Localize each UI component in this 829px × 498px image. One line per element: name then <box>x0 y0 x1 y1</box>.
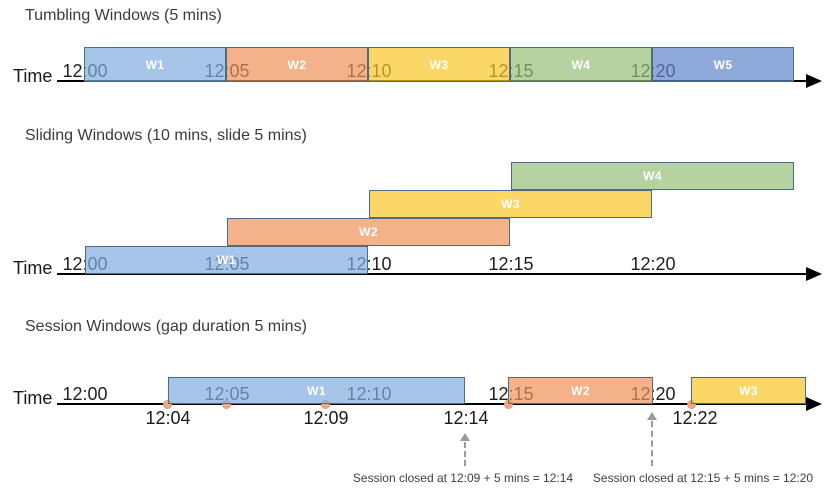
window-bar-label: W1 <box>307 383 326 398</box>
axis-arrowhead-icon <box>806 267 822 281</box>
window-bar-label: W2 <box>359 225 378 239</box>
annotation-arrow-line <box>464 442 466 466</box>
window-bar-w2: W2 <box>508 377 653 404</box>
window-bar-w3: W3 <box>691 377 806 404</box>
axis-tick-label: 12:00 <box>62 384 108 404</box>
event-time-label: 12:14 <box>443 408 489 428</box>
annotation-arrow-line <box>651 421 653 466</box>
annotation-arrowhead-icon <box>647 412 657 420</box>
window-bar-w4: W4 <box>511 162 794 190</box>
axis-tick-label: 12:20 <box>630 254 676 274</box>
window-bar-label: W3 <box>739 383 758 398</box>
window-bar-label: W2 <box>287 57 307 72</box>
window-bar-label: W5 <box>713 57 733 72</box>
window-bar-w3: W3 <box>368 47 510 82</box>
axis-arrowhead-icon <box>806 74 822 88</box>
session-annotation: Session closed at 12:09 + 5 mins = 12:14 <box>352 471 574 485</box>
event-dot <box>163 400 172 409</box>
time-axis-label: Time <box>13 388 53 408</box>
event-time-label: 12:09 <box>303 408 349 428</box>
section-title: Tumbling Windows (5 mins) <box>25 7 222 24</box>
window-bar-label: W1 <box>145 57 165 72</box>
window-bar-label: W4 <box>571 57 591 72</box>
window-bar-w2: W2 <box>227 218 510 246</box>
window-bar-w2: W2 <box>226 47 368 82</box>
time-axis-line <box>57 273 809 275</box>
window-bar-label: W4 <box>643 169 662 183</box>
window-bar-label: W3 <box>429 57 449 72</box>
event-time-label: 12:04 <box>145 408 191 428</box>
axis-tick-label: 12:15 <box>488 254 534 274</box>
window-bar-label: W2 <box>571 383 590 398</box>
window-bar-label: W1 <box>217 253 236 267</box>
time-axis-line <box>57 403 809 405</box>
section-title: Sliding Windows (10 mins, slide 5 mins) <box>25 127 307 144</box>
axis-arrowhead-icon <box>806 397 822 411</box>
window-bar-w5: W5 <box>652 47 794 82</box>
window-bar-w1: W1 <box>168 377 465 404</box>
section-title: Session Windows (gap duration 5 mins) <box>25 318 307 335</box>
time-axis-label: Time <box>13 258 53 278</box>
event-time-label: 12:22 <box>672 408 718 428</box>
window-bar-label: W3 <box>501 197 520 211</box>
annotation-arrowhead-icon <box>460 433 470 441</box>
window-bar-w1: W1 <box>84 47 226 82</box>
session-annotation: Session closed at 12:15 + 5 mins = 12:20 <box>592 471 814 485</box>
window-bar-w1: W1 <box>85 246 368 274</box>
window-bar-w3: W3 <box>369 190 652 218</box>
window-bar-w4: W4 <box>510 47 652 82</box>
time-axis-label: Time <box>13 66 53 86</box>
